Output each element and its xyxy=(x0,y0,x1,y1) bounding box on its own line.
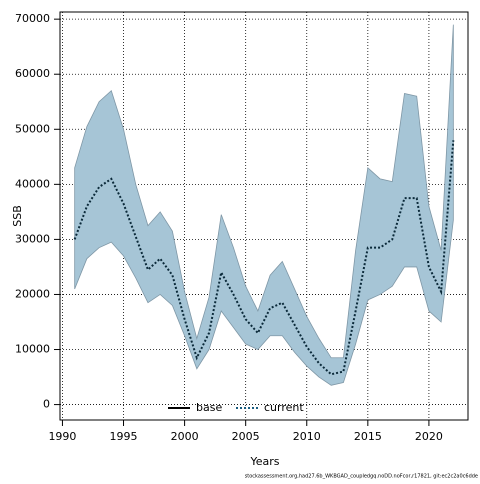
y-tick-label: 70000 xyxy=(15,12,50,25)
plot-frame xyxy=(59,11,469,421)
x-tick-label: 2005 xyxy=(232,430,260,443)
x-tick-label: 2015 xyxy=(354,430,382,443)
y-axis-label: SSB xyxy=(11,205,24,227)
x-tick-label: 2010 xyxy=(293,430,321,443)
x-axis-label: Years xyxy=(249,455,279,468)
x-tick-label: 1995 xyxy=(110,430,138,443)
x-tick-label: 1990 xyxy=(48,430,76,443)
x-tick-label: 2000 xyxy=(171,430,199,443)
y-tick-label: 40000 xyxy=(15,177,50,190)
y-tick-label: 20000 xyxy=(15,287,50,300)
x-tick-label: 2020 xyxy=(415,430,443,443)
confidence-band xyxy=(74,24,454,386)
legend-label: base xyxy=(196,401,222,414)
y-tick-label: 10000 xyxy=(15,343,50,356)
legend-label: current xyxy=(264,401,304,414)
line xyxy=(73,140,455,376)
y-tick-label: 50000 xyxy=(15,122,50,135)
footnote: stockassessment.org,had27.6b_WKBGAD_coup… xyxy=(245,474,478,480)
y-tick-label: 30000 xyxy=(15,232,50,245)
y-tick-label: 0 xyxy=(43,398,50,411)
y-tick-label: 60000 xyxy=(15,67,50,80)
